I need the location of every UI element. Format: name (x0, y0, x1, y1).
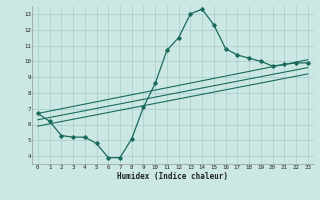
X-axis label: Humidex (Indice chaleur): Humidex (Indice chaleur) (117, 172, 228, 181)
